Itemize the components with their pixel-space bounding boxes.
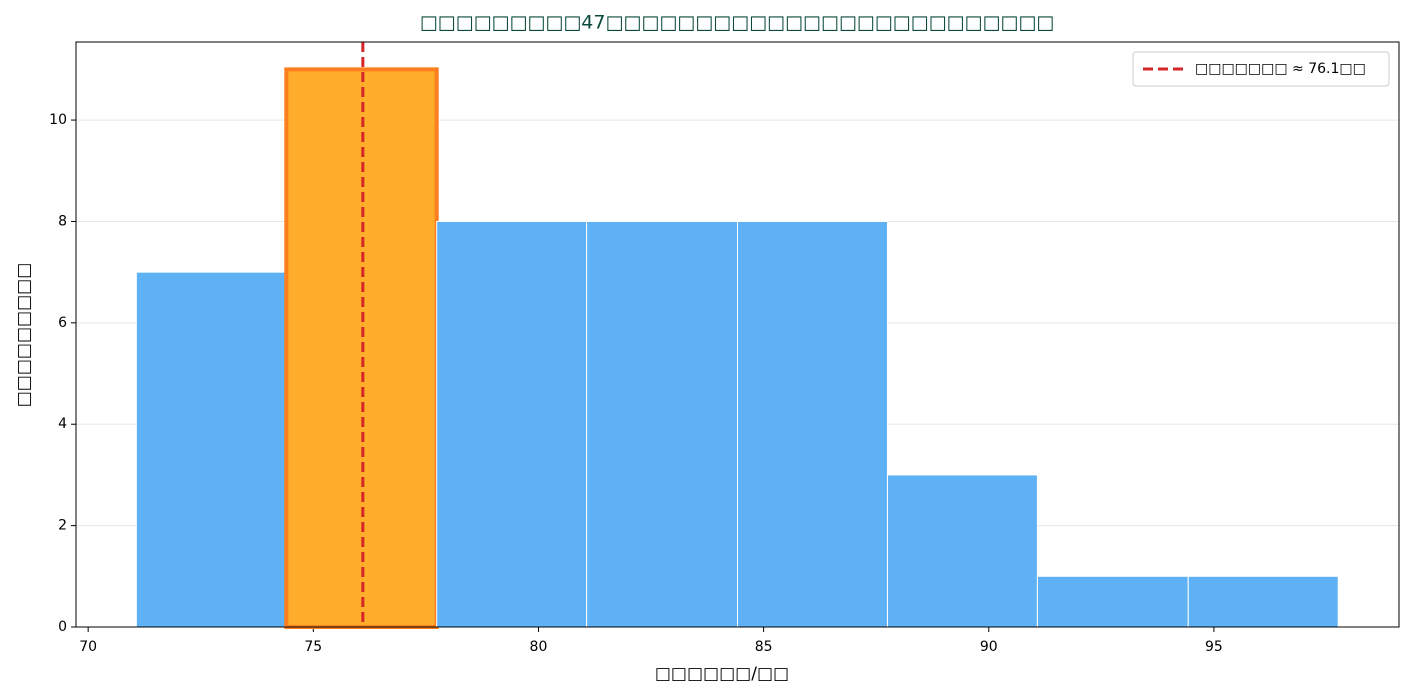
- axes-frame: [75, 41, 1400, 628]
- legend-label: □□□□□□□ ≈ 76.1□□: [1195, 61, 1366, 77]
- bar: [1187, 575, 1339, 628]
- y-tick-label: 10: [49, 112, 67, 128]
- x-axis-label: □□□□□□/□□: [655, 664, 789, 684]
- chart-title: □□□□□□□□□47□□□□□□□□□□□□□□□□□□□□□□□□□: [420, 12, 1055, 34]
- y-axis-label: □□□□□□□□□: [14, 263, 34, 408]
- y-tick-label: 2: [58, 518, 67, 534]
- y-tick-label: 6: [58, 315, 67, 331]
- legend-box: [1132, 51, 1390, 87]
- bar: [886, 474, 1038, 628]
- bar: [1036, 575, 1189, 628]
- bar: [737, 220, 888, 628]
- y-tick-label: 4: [58, 416, 67, 432]
- y-tick-label: 8: [58, 213, 67, 229]
- bar: [586, 220, 739, 628]
- x-tick-label: 70: [79, 639, 97, 655]
- x-tick-label: 95: [1205, 639, 1223, 655]
- y-tick-label: 0: [58, 619, 67, 635]
- x-tick-label: 75: [304, 639, 322, 655]
- x-tick-label: 85: [755, 639, 773, 655]
- bar: [135, 271, 287, 628]
- x-tick-label: 80: [530, 639, 548, 655]
- bar: [436, 220, 588, 628]
- x-tick-label: 90: [980, 639, 998, 655]
